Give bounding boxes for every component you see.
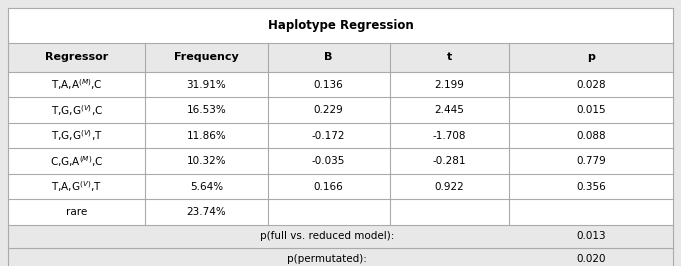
Text: 0.013: 0.013 [576,231,605,241]
Bar [8,174,673,200]
Text: 0.028: 0.028 [576,80,605,90]
Text: 0.166: 0.166 [314,182,343,192]
Text: 0.356: 0.356 [576,182,605,192]
Text: 11.86%: 11.86% [187,131,226,141]
Text: B: B [324,52,333,62]
Text: 0.015: 0.015 [576,105,605,115]
Text: Frequency: Frequency [174,52,239,62]
Text: 31.91%: 31.91% [187,80,226,90]
Text: p(permutated):: p(permutated): [287,254,367,264]
Bar [8,97,673,123]
Text: 23.74%: 23.74% [187,207,226,217]
Text: -0.281: -0.281 [432,156,466,166]
Text: t: t [447,52,452,62]
Text: 0.136: 0.136 [314,80,343,90]
Text: 0.229: 0.229 [314,105,343,115]
Text: -0.035: -0.035 [312,156,345,166]
Text: Haplotype Regression: Haplotype Regression [268,19,413,32]
Text: T,G,G$^{(V)}$,C: T,G,G$^{(V)}$,C [50,103,103,118]
Text: 5.64%: 5.64% [190,182,223,192]
Text: T,G,G$^{(V)}$,T: T,G,G$^{(V)}$,T [51,128,102,143]
Text: 0.088: 0.088 [576,131,605,141]
Text: rare: rare [66,207,87,217]
Bar [8,72,673,97]
Bar [8,148,673,174]
Bar [8,200,673,225]
Text: p: p [587,52,595,62]
Bar [8,123,673,148]
Text: 10.32%: 10.32% [187,156,226,166]
Text: 16.53%: 16.53% [187,105,226,115]
Text: -1.708: -1.708 [432,131,466,141]
Text: C,G,A$^{(M)}$,C: C,G,A$^{(M)}$,C [50,154,104,169]
Text: p(full vs. reduced model):: p(full vs. reduced model): [259,231,394,241]
Text: 0.779: 0.779 [576,156,605,166]
Text: T,A,A$^{(M)}$,C: T,A,A$^{(M)}$,C [51,77,102,92]
Text: Regressor: Regressor [45,52,108,62]
Bar [8,225,673,248]
Bar [8,8,673,43]
Text: T,A,G$^{(V)}$,T: T,A,G$^{(V)}$,T [51,179,102,194]
Bar [8,43,673,72]
Text: 0.020: 0.020 [576,254,605,264]
Text: 0.922: 0.922 [434,182,464,192]
Text: 2.199: 2.199 [434,80,464,90]
Text: 2.445: 2.445 [434,105,464,115]
Bar [8,248,673,266]
Text: -0.172: -0.172 [312,131,345,141]
